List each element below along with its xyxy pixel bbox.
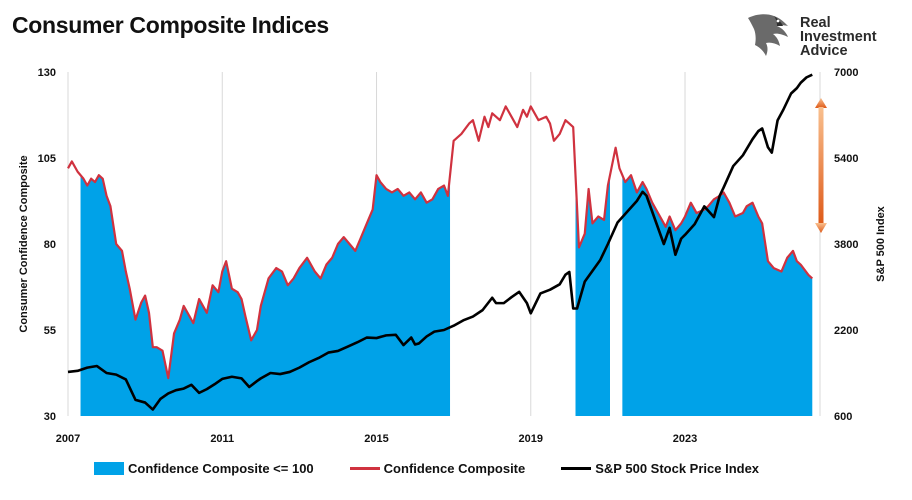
y-left-tick-label: 130 (38, 67, 56, 79)
chart-title: Consumer Composite Indices (12, 12, 329, 38)
legend-item-area: Confidence Composite <= 100 (94, 461, 314, 476)
area-segment-0 (80, 175, 451, 416)
legend-swatch-sp500 (561, 466, 592, 470)
legend-label-confidence: Confidence Composite (383, 460, 526, 476)
logo: Real Investment Advice (744, 10, 894, 60)
y-left-axis-label: Consumer Confidence Composite (18, 155, 30, 332)
eagle-icon (748, 14, 788, 56)
y-right-tick-label: 5400 (834, 153, 858, 165)
legend-swatch-area (94, 461, 124, 475)
legend-swatch-confidence (349, 466, 380, 470)
legend-label-sp500: S&P 500 Stock Price Index (595, 460, 760, 476)
logo-text-advice: Advice (800, 43, 848, 59)
legend-item-sp500: S&P 500 Stock Price Index (561, 461, 759, 476)
x-tick-label: 2019 (519, 433, 543, 445)
legend: Confidence Composite <= 100 Confidence C… (94, 458, 795, 478)
x-tick-label: 2007 (56, 433, 80, 445)
confidence-composite-line (67, 105, 814, 380)
logo-text-real: Real (800, 15, 831, 31)
y-right-tick-label: 7000 (834, 67, 858, 79)
x-tick-label: 2015 (364, 433, 388, 445)
legend-item-confidence: Confidence Composite (349, 460, 526, 476)
y-left-tick-label: 55 (44, 325, 56, 337)
legend-label-area: Confidence Composite <= 100 (128, 460, 314, 476)
double-arrow-annotation (815, 98, 827, 233)
y-left-tick-label: 105 (38, 153, 56, 165)
y-right-tick-label: 600 (834, 411, 852, 423)
y-right-tick-label: 3800 (834, 239, 858, 251)
logo-text-investment: Investment (800, 29, 877, 45)
sp500-line (67, 73, 813, 411)
area-series-layer (80, 175, 813, 416)
y-right-tick-label: 2200 (834, 325, 858, 337)
x-tick-label: 2011 (210, 433, 234, 445)
x-tick-label: 2023 (673, 433, 697, 445)
y-left-tick-label: 80 (44, 239, 56, 251)
y-left-tick-label: 30 (44, 411, 56, 423)
area-segment-2 (622, 175, 813, 416)
line-series-layer (67, 73, 814, 411)
y-right-axis-label: S&P 500 Index (875, 205, 887, 281)
axes: 2007 2011 2015 2019 2023 30 55 80 105 130 600 2200 3… (38, 67, 859, 445)
